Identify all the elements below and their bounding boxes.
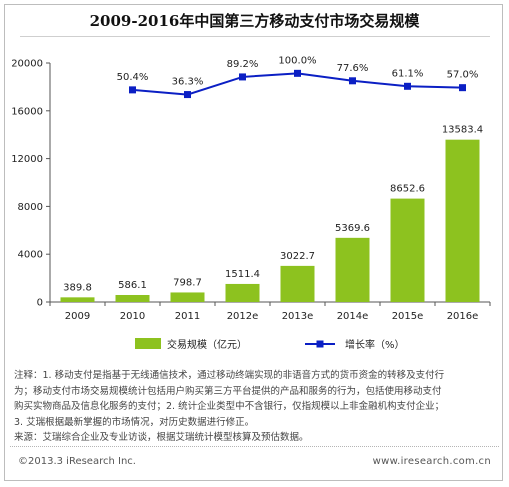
y-tick-label: 12000 (11, 154, 43, 165)
footer-divider (10, 446, 499, 447)
copyright: ©2013.3 iResearch Inc. (18, 456, 136, 467)
y-tick-label: 16000 (11, 106, 43, 117)
x-tick-label: 2015e (392, 311, 424, 322)
bar-value-label: 389.8 (63, 282, 92, 293)
bar (60, 297, 95, 302)
x-tick-label: 2009 (65, 311, 90, 322)
growth-rate-marker (349, 77, 356, 85)
bar (390, 198, 425, 302)
bar (335, 237, 370, 302)
bar-value-label: 13583.4 (442, 125, 483, 136)
title-divider (20, 36, 490, 37)
source-line: 来源：艾瑞综合企业及专业访谈，根据艾瑞统计模型核算及预估数据。 (14, 432, 309, 443)
growth-rate-marker (129, 86, 136, 94)
note-line: 3. 艾瑞根据最新掌握的市场情况，对历史数据进行修正。 (14, 416, 255, 428)
bar (115, 294, 150, 302)
note-line: 为；移动支付市场交易规模统计包括用户购买第三方平台提供的产品和服务的行为，包括使… (14, 385, 442, 397)
growth-rate-label: 57.0% (447, 70, 479, 81)
growth-rate-label: 50.4% (117, 72, 149, 83)
x-tick-label: 2010 (120, 311, 145, 322)
growth-rate-marker (294, 69, 301, 77)
x-tick-label: 2012e (227, 311, 259, 322)
growth-rate-marker (239, 73, 246, 81)
growth-rate-label: 61.1% (392, 68, 424, 79)
growth-rate-label: 100.0% (278, 55, 316, 66)
chart-title: 2009-2016年中国第三方移动支付市场交易规模 (89, 12, 420, 30)
y-tick-label: 4000 (18, 250, 43, 261)
note-line: 注释：1. 移动支付是指基于无线通信技术，通过移动终端实现的非语音方式的货币资金… (14, 370, 445, 381)
growth-rate-marker (404, 82, 411, 90)
x-tick-label: 2016e (447, 311, 479, 322)
bar-value-label: 8652.6 (390, 184, 425, 195)
growth-rate-marker (459, 84, 466, 92)
legend-label-line: 增长率（%） (345, 338, 405, 351)
x-tick-label: 2011 (175, 311, 200, 322)
bar (170, 292, 205, 302)
legend-label-bar: 交易规模（亿元） (167, 338, 247, 351)
growth-rate-marker (184, 91, 191, 99)
bar-value-label: 586.1 (118, 280, 147, 291)
x-tick-label: 2013e (282, 311, 314, 322)
legend-swatch-bar (135, 338, 161, 349)
bar (225, 283, 260, 302)
growth-rate-label: 89.2% (227, 59, 259, 70)
bar-value-label: 798.7 (173, 277, 202, 288)
bar-value-label: 5369.6 (335, 223, 370, 234)
y-tick-label: 20000 (11, 59, 43, 70)
note-line: 购买实物商品及信息化服务的支付；2. 统计企业类型中不含银行，仅指规模以上非金融… (14, 401, 445, 412)
growth-rate-label: 77.6% (337, 63, 369, 74)
bar-value-label: 1511.4 (225, 269, 260, 280)
notes-block: 注释：1. 移动支付是指基于无线通信技术，通过移动终端实现的非语音方式的货币资金… (14, 368, 499, 446)
y-tick-label: 0 (37, 298, 43, 309)
x-tick-label: 2014e (337, 311, 369, 322)
growth-rate-label: 36.3% (172, 77, 204, 88)
y-tick-label: 8000 (18, 202, 43, 213)
bar-value-label: 3022.7 (280, 251, 315, 262)
website-link[interactable]: www.iresearch.com.cn (372, 456, 491, 467)
legend-swatch-marker (316, 340, 324, 348)
bar (280, 265, 315, 302)
bar (445, 139, 480, 302)
